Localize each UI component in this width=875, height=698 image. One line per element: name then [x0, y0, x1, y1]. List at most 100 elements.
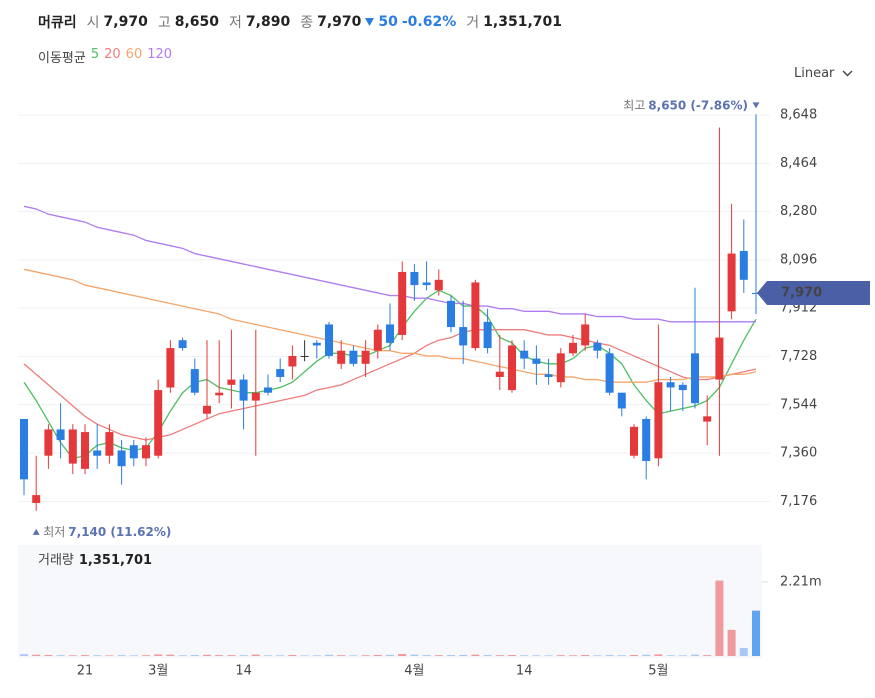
volume-bar: [691, 654, 699, 656]
candle-body: [81, 432, 89, 469]
candle-body: [508, 345, 516, 391]
y-tick-label: 7,360: [780, 446, 817, 461]
candle-body: [569, 342, 577, 354]
x-tick-label: 5월: [648, 664, 668, 679]
candle-body: [739, 250, 748, 280]
volume-bar: [215, 655, 224, 656]
candle-body: [483, 321, 492, 349]
candle-body: [581, 324, 590, 346]
volume-bar: [93, 655, 102, 656]
volume-bar: [398, 653, 407, 656]
candle-body: [398, 271, 407, 335]
x-tick-label: 14: [516, 664, 533, 679]
high-prefix: 최고: [623, 98, 645, 112]
low-label: 저: [229, 15, 242, 31]
low-prefix: 최저: [43, 524, 65, 538]
candle-body: [654, 382, 663, 459]
candle-body: [459, 327, 468, 346]
high-marker: [752, 102, 760, 109]
legend: 이동평균 5 20 60 120: [38, 47, 172, 66]
low-marker: [32, 528, 40, 535]
volume-bar: [508, 654, 516, 656]
volume-bar: [264, 655, 272, 656]
candle-body: [20, 418, 28, 480]
volume-bar: [44, 654, 53, 656]
candle-body: [276, 369, 285, 377]
volume-bar: [203, 654, 211, 656]
candle-body: [630, 426, 638, 456]
candle-body: [264, 387, 272, 393]
volume-bar: [422, 655, 431, 656]
candle-body: [105, 432, 114, 456]
candle-body: [166, 348, 175, 388]
volume-bar: [312, 655, 321, 656]
volume-bar: [569, 655, 577, 656]
high-text: 8,650 (-7.86%): [648, 98, 748, 112]
candle-body: [471, 282, 480, 349]
candle-body: [300, 355, 309, 357]
y-tick-label: 7,728: [780, 349, 817, 364]
high-annotation: 최고 8,650 (-7.86%): [623, 98, 748, 112]
volume-bar: [727, 629, 736, 656]
candle-body: [93, 450, 102, 456]
candle-body: [520, 350, 529, 359]
volume-bar: [605, 655, 614, 656]
candle-body: [68, 429, 77, 464]
candle-body: [142, 445, 150, 459]
volume-tick-label: 2.21m: [780, 574, 822, 589]
header: 머큐리 시 7,970 고 8,650 저 7,890 종 7,970 50 -0.62…: [38, 12, 562, 32]
volume-bar: [239, 655, 248, 656]
volume-bar: [117, 655, 126, 656]
volume-bar: [581, 654, 590, 656]
volume-bar: [105, 655, 114, 656]
candle-body: [447, 300, 455, 328]
candle-body: [32, 495, 41, 503]
legend-items: 5 20 60 120: [91, 47, 172, 66]
volume-bar: [752, 610, 760, 656]
candle-body: [288, 355, 297, 367]
candle-body: [678, 384, 687, 391]
volume-bar: [532, 655, 541, 656]
candle-body: [727, 253, 736, 312]
volume-bar: [654, 654, 663, 656]
candle-body: [386, 324, 394, 343]
candle-body: [251, 392, 260, 401]
candle-body: [617, 392, 626, 409]
chevron: [842, 70, 853, 77]
candle-body: [691, 353, 699, 404]
candle-body: [215, 392, 224, 396]
volume-bar: [325, 654, 333, 656]
volume-bar: [276, 655, 285, 656]
change-pct: -0.62%: [401, 14, 457, 30]
volume-title: 거래량 1,351,701: [38, 553, 152, 568]
x-tick-label: 3월: [148, 664, 168, 679]
candle-body: [495, 371, 504, 377]
candle-body: [532, 358, 541, 364]
y-tick-label: 8,464: [780, 156, 817, 171]
candle-body: [190, 369, 199, 393]
volume-bar: [410, 654, 419, 656]
volume-bar: [703, 655, 712, 656]
candle-body: [642, 418, 651, 461]
volume-title-label: 거래량: [38, 553, 74, 568]
candle-body: [44, 429, 53, 456]
candle-body: [544, 374, 553, 377]
candle-body: [605, 353, 614, 393]
candle-body: [337, 350, 346, 364]
volume-bar: [166, 654, 175, 656]
scale-dropdown[interactable]: Linear: [794, 66, 853, 81]
legend-item: 120: [147, 47, 173, 62]
legend-item: 20: [104, 47, 121, 62]
candle-body: [129, 445, 138, 459]
volume-bar: [251, 654, 260, 656]
volume-bar: [178, 655, 187, 656]
volume-bar: [349, 655, 358, 656]
high-value: 8,650: [174, 14, 220, 30]
volume-bar: [739, 647, 748, 656]
candle-body: [154, 390, 163, 456]
volume-bar: [227, 655, 236, 656]
x-tick-label: 21: [77, 664, 94, 679]
candle-body: [556, 353, 565, 383]
